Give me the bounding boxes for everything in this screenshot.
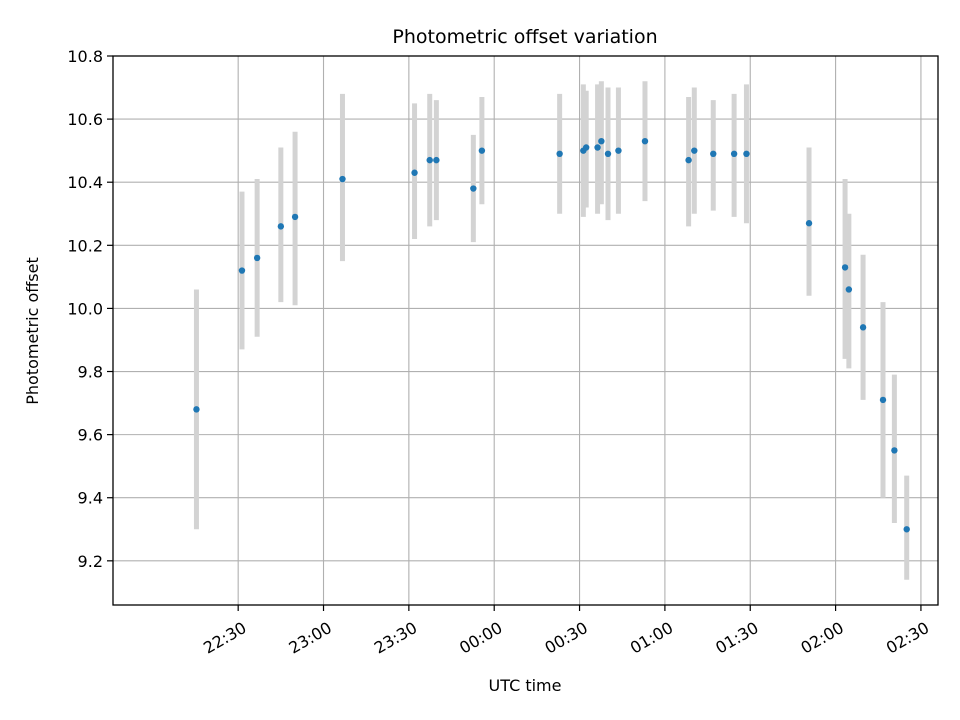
x-tick-label: 00:00 <box>456 618 505 658</box>
y-axis: 9.2 9.4 9.6 9.8 10.0 10.2 10.4 10.6 10.8 <box>67 47 113 571</box>
data-point <box>478 147 486 154</box>
y-tick-label: 9.8 <box>78 363 103 382</box>
x-tick-label: 02:00 <box>798 618 847 658</box>
x-axis: 22:30 23:00 23:30 00:00 00:30 01:00 01:30 02:00… <box>200 605 932 658</box>
data-point <box>891 447 898 454</box>
data-point <box>411 169 418 176</box>
x-tick-label: 01:30 <box>712 618 761 658</box>
data-points <box>193 137 910 533</box>
data-point <box>556 150 563 158</box>
grid <box>113 55 938 605</box>
data-point <box>238 267 246 274</box>
x-tick-label: 00:30 <box>542 618 591 658</box>
y-tick-label: 10.2 <box>67 236 103 255</box>
x-tick-label: 02:30 <box>883 618 932 658</box>
y-tick-label: 10.6 <box>67 110 103 129</box>
x-tick-label: 22:30 <box>200 618 249 658</box>
data-point <box>598 137 605 145</box>
data-point <box>805 220 813 227</box>
plot-frame <box>112 55 939 606</box>
data-point <box>879 396 887 404</box>
x-tick-label: 23:30 <box>371 618 420 658</box>
y-tick-label: 10.0 <box>67 299 103 318</box>
x-tick-label: 01:00 <box>627 618 676 658</box>
data-point <box>641 137 649 145</box>
y-tick-label: 9.4 <box>78 489 103 508</box>
data-point <box>604 150 612 158</box>
y-tick-label: 10.8 <box>67 47 103 66</box>
data-point <box>743 150 750 158</box>
x-tick-label: 23:00 <box>285 618 334 658</box>
y-tick-label: 9.6 <box>78 426 103 445</box>
x-axis-title: UTC time <box>489 676 562 695</box>
data-point <box>339 175 346 183</box>
data-point <box>277 223 285 230</box>
y-tick-label: 9.2 <box>78 552 103 571</box>
data-point <box>582 144 590 151</box>
data-point <box>859 324 867 331</box>
data-point <box>426 156 433 164</box>
data-point <box>433 156 440 164</box>
y-tick-label: 10.4 <box>67 173 103 192</box>
data-point <box>253 254 261 262</box>
data-point <box>903 526 910 533</box>
chart-title: Photometric offset variation <box>392 26 657 48</box>
data-point <box>710 150 717 158</box>
data-point <box>193 406 200 413</box>
data-point <box>594 144 601 151</box>
data-point <box>470 185 477 192</box>
data-point <box>685 156 692 164</box>
error-bars <box>193 81 910 580</box>
data-point <box>615 147 622 154</box>
data-point <box>841 264 849 271</box>
data-point <box>291 213 299 221</box>
data-point <box>730 150 738 158</box>
y-axis-title: Photometric offset <box>23 257 42 405</box>
data-point <box>845 286 853 293</box>
data-point <box>691 147 698 154</box>
